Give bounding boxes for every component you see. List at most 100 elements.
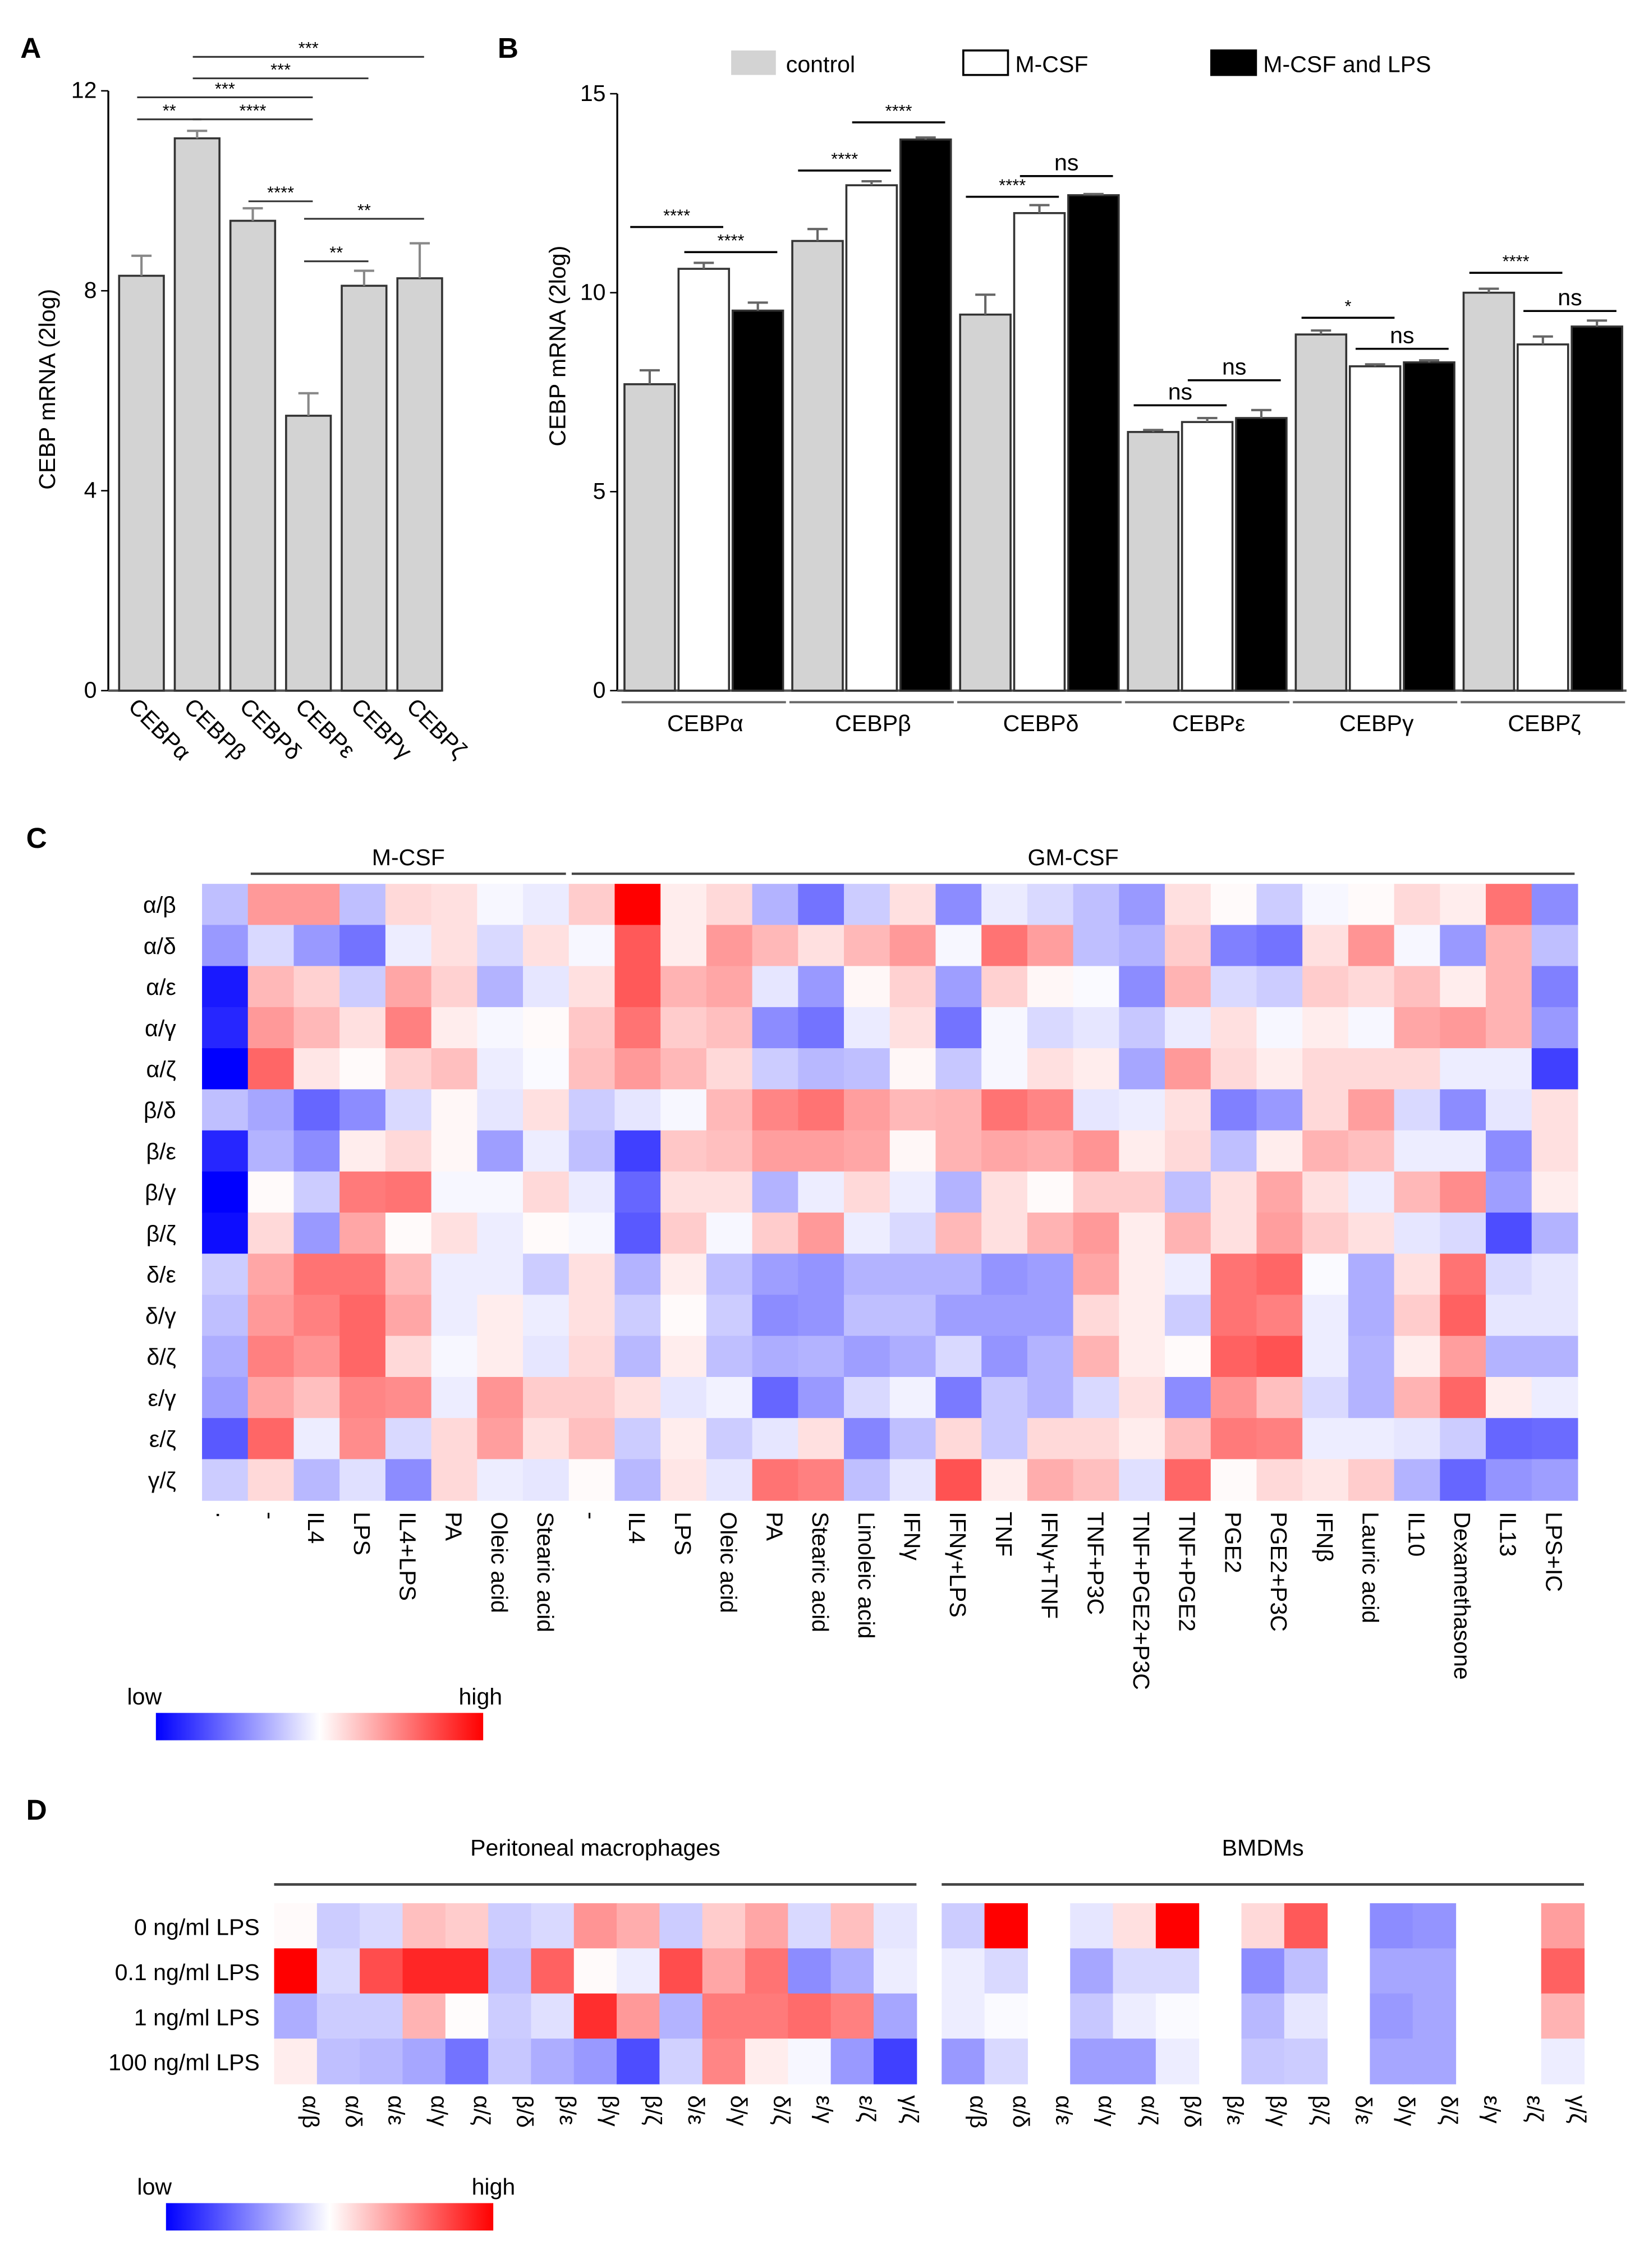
- heatmap-cell: [660, 1171, 707, 1214]
- heatmap-cell: [1348, 1089, 1395, 1131]
- heatmap-cell: [1027, 884, 1074, 926]
- heatmap-cell: [202, 1418, 249, 1460]
- heatmap-cell-empty: [1327, 1903, 1370, 1949]
- heatmap-cell: [1370, 1903, 1413, 1949]
- row-label: β/δ: [144, 1098, 176, 1123]
- heatmap-cell: [385, 925, 432, 967]
- heatmap-cell: [752, 1007, 799, 1049]
- heatmap-cell: [1256, 1376, 1303, 1419]
- heatmap-cell: [798, 1418, 845, 1460]
- heatmap-cell: [752, 1213, 799, 1255]
- heatmap-cell: [202, 1007, 249, 1049]
- heatmap-cell: [568, 1335, 616, 1378]
- column-label: α/δ: [341, 2095, 366, 2128]
- heatmap-cell: [614, 1294, 662, 1337]
- heatmap-cell-empty: [1455, 1948, 1499, 1994]
- heatmap-cell: [889, 1376, 936, 1419]
- significance-label: ****: [267, 183, 294, 203]
- heatmap-cell: [1165, 1130, 1211, 1172]
- heatmap-cell: [981, 1335, 1028, 1378]
- heatmap-cell: [752, 1376, 799, 1419]
- significance-label: ns: [1168, 379, 1192, 405]
- heatmap-cell: [1486, 1335, 1532, 1378]
- heatmap-cell: [477, 1007, 524, 1049]
- heatmap-cell: [445, 1993, 489, 2040]
- heatmap-cell: [1348, 966, 1395, 1008]
- heatmap-cell: [745, 2039, 789, 2085]
- heatmap-cell: [614, 1459, 662, 1501]
- heatmap-cell: [798, 1007, 845, 1049]
- heatmap-cell-empty: [1455, 2039, 1499, 2084]
- heatmap-cell: [247, 1459, 295, 1501]
- heatmap-cell: [1210, 966, 1257, 1008]
- heatmap-cell: [477, 1459, 524, 1501]
- bar: [731, 309, 784, 692]
- column-label: β/γ: [1265, 2095, 1291, 2127]
- heatmap-cell: [202, 966, 249, 1008]
- heatmap-cell: [1165, 1171, 1211, 1214]
- heatmap-cell: [614, 1335, 662, 1378]
- column-label: α/ζ: [1137, 2095, 1163, 2125]
- heatmap-cell: [659, 1948, 703, 1994]
- heatmap-cell: [1073, 1130, 1120, 1172]
- column-label: δ/ε: [683, 2095, 709, 2125]
- heatmap-cell: [752, 1459, 799, 1501]
- heatmap-cell: [531, 1948, 575, 1994]
- heatmap-cell: [981, 1376, 1028, 1419]
- heatmap-cell: [614, 925, 662, 967]
- column-label: IFNγ+LPS: [945, 1512, 971, 1618]
- heatmap-cell: [1070, 2039, 1114, 2085]
- column-label: δ/ζ: [1436, 2095, 1462, 2124]
- heatmap-cell: [1119, 1254, 1166, 1296]
- y-axis-label: CEBP mRNA (2log): [545, 246, 571, 447]
- heatmap-cell: [1155, 1993, 1200, 2040]
- heatmap-cell: [873, 1903, 917, 1949]
- heatmap-cell: [788, 1948, 832, 1994]
- heatmap-cell: [1073, 1376, 1120, 1419]
- heatmap-cell: [1302, 925, 1349, 967]
- heatmap-cell: [1531, 1254, 1578, 1296]
- heatmap-cell: [431, 1007, 478, 1049]
- heatmap-cell: [293, 1376, 341, 1419]
- heatmap-cell: [293, 1418, 341, 1460]
- heatmap-cell: [1073, 1459, 1120, 1501]
- heatmap-cell: [316, 1903, 361, 1949]
- row-label: δ/ε: [146, 1262, 176, 1288]
- heatmap-cell: [568, 1089, 616, 1131]
- heatmap-cell: [752, 1089, 799, 1131]
- heatmap-cell: [752, 1171, 799, 1214]
- heatmap-cell: [402, 1993, 446, 2040]
- heatmap-cell: [935, 1335, 982, 1378]
- heatmap-cell: [523, 1254, 570, 1296]
- heatmap-cell: [1256, 1171, 1303, 1214]
- heatmap-cell: [477, 925, 524, 967]
- heatmap-cell: [202, 1089, 249, 1131]
- heatmap-cell: [339, 1459, 386, 1501]
- heatmap-cell: [614, 1130, 662, 1172]
- heatmap-cell: [431, 1171, 478, 1214]
- heatmap-cell: [660, 884, 707, 926]
- heatmap-cell: [402, 2039, 446, 2085]
- row-label: 1 ng/ml LPS: [134, 2004, 260, 2030]
- heatmap-cell: [614, 1376, 662, 1419]
- heatmap-cell: [247, 1254, 295, 1296]
- heatmap-cell: [614, 966, 662, 1008]
- heatmap-cell: [1394, 1007, 1441, 1049]
- heatmap-cell: [293, 1459, 341, 1501]
- heatmap-cell: [1241, 2039, 1285, 2085]
- heatmap-cell: [247, 1335, 295, 1378]
- heatmap-cell: [1119, 1007, 1166, 1049]
- bar: [1348, 365, 1402, 692]
- heatmap-cell: [568, 1171, 616, 1214]
- heatmap-cell: [1348, 1130, 1395, 1172]
- column-label: β/δ: [512, 2095, 538, 2128]
- heatmap-cell: [1165, 1376, 1211, 1419]
- column-label: Linoleic acid: [853, 1512, 879, 1638]
- heatmap-cell: [752, 966, 799, 1008]
- heatmap-cell: [1210, 1335, 1257, 1378]
- heatmap-cell: [935, 1254, 982, 1296]
- heatmap-cell: [660, 1130, 707, 1172]
- heatmap-cell: [1119, 1294, 1166, 1337]
